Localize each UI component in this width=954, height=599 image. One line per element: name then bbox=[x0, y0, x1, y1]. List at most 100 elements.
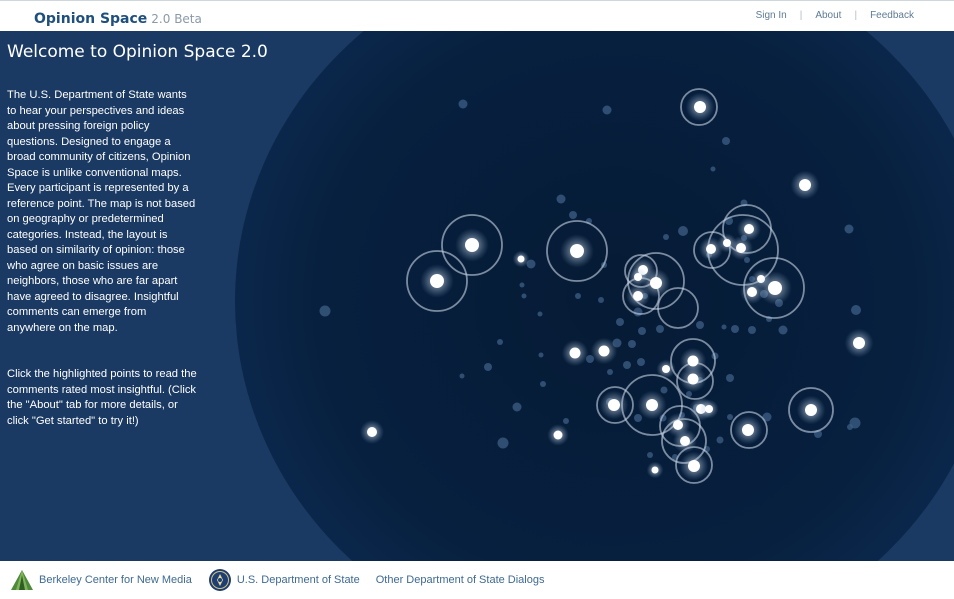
insightful-ring bbox=[546, 220, 608, 282]
highlighted-point[interactable] bbox=[687, 373, 699, 385]
insightful-ring bbox=[788, 387, 834, 433]
participant-point bbox=[575, 293, 581, 299]
participant-point bbox=[663, 234, 669, 240]
highlighted-point[interactable] bbox=[853, 337, 865, 349]
participant-point bbox=[458, 99, 468, 109]
participant-point bbox=[722, 137, 730, 145]
opinion-map[interactable] bbox=[0, 31, 954, 561]
other-dialogs-link-text: Other Department of State Dialogs bbox=[375, 574, 545, 586]
highlighted-point[interactable] bbox=[799, 179, 811, 191]
state-dept-seal-icon bbox=[208, 569, 231, 591]
participant-point bbox=[616, 318, 624, 326]
participant-point bbox=[748, 326, 756, 334]
participant-point bbox=[512, 402, 522, 412]
highlighted-point[interactable] bbox=[768, 281, 782, 295]
participant-point bbox=[731, 325, 739, 333]
highlighted-point[interactable] bbox=[517, 255, 525, 263]
participant-point bbox=[540, 381, 546, 387]
berkeley-link-text: Berkeley Center for New Media bbox=[39, 574, 192, 586]
highlighted-point[interactable] bbox=[688, 460, 700, 472]
highlighted-point[interactable] bbox=[598, 345, 610, 357]
opinion-map-area: Welcome to Opinion Space 2.0 The U.S. De… bbox=[0, 31, 954, 561]
highlighted-point[interactable] bbox=[651, 466, 659, 474]
insightful-ring bbox=[406, 250, 468, 312]
insightful-ring bbox=[657, 287, 699, 329]
highlighted-point[interactable] bbox=[553, 430, 563, 440]
highlighted-points[interactable] bbox=[360, 92, 874, 481]
highlighted-point[interactable] bbox=[570, 244, 584, 258]
highlighted-point[interactable] bbox=[742, 424, 754, 436]
highlighted-point[interactable] bbox=[430, 274, 444, 288]
highlighted-point[interactable] bbox=[367, 427, 377, 437]
highlighted-point[interactable] bbox=[646, 399, 658, 411]
participant-point bbox=[656, 325, 664, 333]
highlighted-point[interactable] bbox=[673, 420, 683, 430]
participant-point bbox=[762, 412, 772, 422]
participant-point bbox=[319, 305, 331, 317]
highlighted-point[interactable] bbox=[633, 291, 643, 301]
highlighted-point[interactable] bbox=[569, 347, 581, 359]
highlighted-point[interactable] bbox=[687, 355, 699, 367]
welcome-title: Welcome to Opinion Space 2.0 bbox=[7, 42, 268, 62]
about-link[interactable]: About bbox=[815, 10, 842, 21]
highlighted-point[interactable] bbox=[465, 238, 479, 252]
participant-point bbox=[459, 373, 465, 379]
highlighted-point[interactable] bbox=[634, 273, 642, 281]
participant-point bbox=[628, 340, 636, 348]
participant-point bbox=[851, 305, 861, 315]
highlighted-point[interactable] bbox=[723, 239, 731, 247]
participant-point bbox=[686, 391, 692, 397]
highlighted-point[interactable] bbox=[705, 405, 713, 413]
insightful-ring bbox=[596, 386, 634, 424]
highlighted-point[interactable] bbox=[805, 404, 817, 416]
highlighted-point[interactable] bbox=[650, 277, 662, 289]
berkeley-link[interactable]: Berkeley Center for New Media bbox=[10, 569, 192, 591]
participant-point bbox=[537, 311, 543, 317]
participant-point bbox=[847, 424, 853, 430]
participant-point bbox=[602, 105, 612, 115]
participant-point bbox=[710, 166, 716, 172]
participant-point bbox=[521, 293, 527, 299]
other-dialogs-link[interactable]: Other Department of State Dialogs bbox=[376, 574, 545, 586]
participant-point bbox=[497, 339, 503, 345]
nav-separator: | bbox=[799, 10, 803, 21]
intro-panel: Welcome to Opinion Space 2.0 The U.S. De… bbox=[7, 42, 268, 429]
participant-point bbox=[647, 452, 653, 458]
insightful-ring bbox=[730, 411, 768, 449]
participant-point bbox=[778, 325, 788, 335]
intro-paragraph: The U.S. Department of State wants to he… bbox=[7, 89, 196, 334]
participant-point bbox=[716, 436, 724, 444]
highlighted-point[interactable] bbox=[608, 399, 620, 411]
participant-point bbox=[538, 352, 544, 358]
sign-in-link[interactable]: Sign In bbox=[755, 10, 787, 21]
map-glow-backdrop bbox=[235, 31, 954, 561]
participant-point bbox=[563, 418, 569, 424]
feedback-link[interactable]: Feedback bbox=[870, 10, 914, 21]
highlighted-point[interactable] bbox=[706, 244, 716, 254]
participant-point bbox=[484, 363, 492, 371]
participant-point bbox=[569, 211, 577, 219]
berkeley-leaf-icon bbox=[11, 570, 33, 590]
state-dept-link[interactable]: U.S. Department of State bbox=[208, 568, 360, 592]
participant-point bbox=[607, 369, 613, 375]
top-header: Opinion Space 2.0 Beta Sign In | About | … bbox=[0, 0, 954, 31]
insightful-ring bbox=[441, 214, 503, 276]
participant-point bbox=[721, 324, 727, 330]
highlighted-point[interactable] bbox=[747, 287, 757, 297]
highlighted-point[interactable] bbox=[662, 365, 670, 373]
participant-point bbox=[638, 327, 646, 335]
app-logo[interactable]: Opinion Space 2.0 Beta bbox=[34, 8, 202, 27]
highlighted-point[interactable] bbox=[744, 224, 754, 234]
highlighted-point[interactable] bbox=[694, 101, 706, 113]
participant-point bbox=[678, 226, 688, 236]
insightful-ring bbox=[680, 88, 718, 126]
highlighted-point[interactable] bbox=[736, 243, 746, 253]
participant-point bbox=[556, 194, 566, 204]
participant-point bbox=[586, 355, 594, 363]
app-version: 2.0 Beta bbox=[151, 12, 202, 26]
highlighted-point[interactable] bbox=[680, 436, 690, 446]
participant-point bbox=[623, 361, 631, 369]
participant-point bbox=[727, 414, 733, 420]
nav-separator: | bbox=[854, 10, 858, 21]
